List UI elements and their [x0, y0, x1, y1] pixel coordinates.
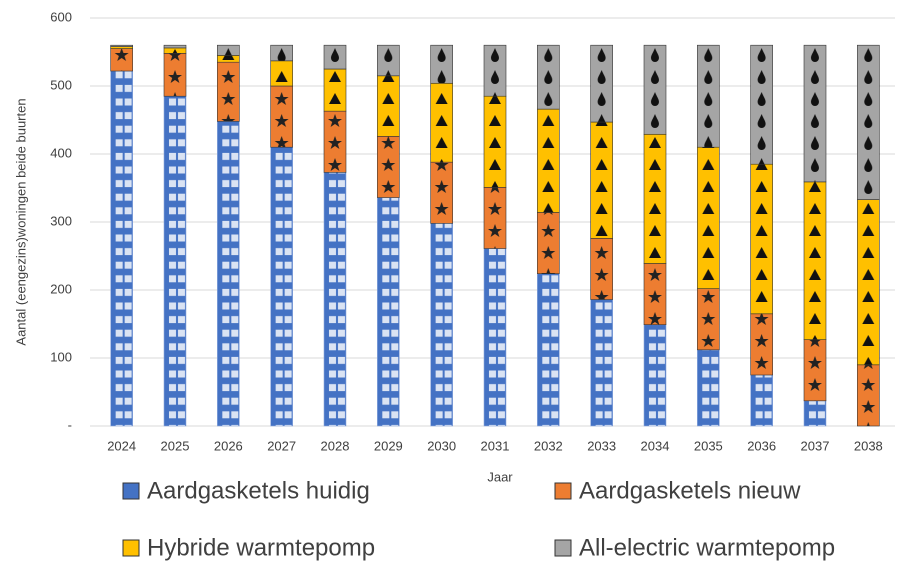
bar-segment: [643, 44, 667, 135]
bar-segment: [323, 44, 347, 70]
bar-segment: [163, 44, 187, 49]
bar-segment: [217, 55, 240, 63]
legend-swatch: [122, 539, 140, 557]
legend-swatch: [554, 482, 572, 500]
x-tick-label: 2034: [641, 438, 670, 453]
x-tick-label: 2035: [694, 438, 723, 453]
bar-segment: [697, 146, 720, 289]
x-tick-label: 2031: [481, 438, 510, 453]
bar-segment: [857, 199, 880, 366]
y-tick-label: 500: [50, 77, 72, 92]
bar-segment: [697, 288, 720, 351]
legend-swatch: [122, 482, 140, 500]
bar-segment: [270, 85, 293, 148]
legend-text: Aardgasketels nieuw: [579, 477, 801, 504]
bar-segment: [323, 172, 347, 427]
x-axis-label: Jaar: [487, 469, 513, 484]
bar-segment: [217, 44, 240, 56]
y-tick-label: 100: [50, 349, 72, 364]
bar-segment: [270, 146, 293, 427]
x-tick-label: 2037: [801, 438, 830, 453]
bar-segment: [483, 44, 507, 97]
bar-segment: [377, 44, 400, 77]
y-tick-label: -: [68, 417, 72, 432]
x-tick-label: 2038: [854, 438, 883, 453]
bar-segment: [803, 400, 827, 427]
bar-segment: [750, 44, 773, 165]
y-tick-label: 400: [50, 145, 72, 160]
bar-segment: [803, 181, 827, 340]
bar-segment: [270, 60, 293, 87]
bar-segment: [750, 313, 773, 376]
bar-segment: [430, 223, 453, 427]
x-tick-label: 2026: [214, 438, 243, 453]
y-tick-label: 300: [50, 213, 72, 228]
bar-segment: [857, 44, 880, 200]
bar-segment: [537, 212, 560, 274]
x-tick-label: 2032: [534, 438, 563, 453]
bar-segment: [803, 339, 827, 402]
bar-segment: [377, 75, 400, 137]
bar-segment: [590, 121, 613, 239]
bar-segment: [430, 82, 453, 163]
bar-segment: [697, 44, 720, 148]
x-tick-label: 2027: [267, 438, 296, 453]
legend-text: Hybride warmtepomp: [147, 534, 375, 561]
bar-segment: [430, 44, 453, 84]
bar-segment: [163, 95, 187, 427]
bar-segment: [483, 95, 507, 188]
legend-text: All-electric warmtepomp: [579, 534, 835, 561]
bar-segment: [377, 197, 400, 427]
x-tick-label: 2024: [107, 438, 136, 453]
bar-segment: [270, 44, 293, 62]
bar-segment: [163, 47, 187, 54]
x-tick-label: 2028: [321, 438, 350, 453]
bar-segment: [590, 238, 613, 300]
y-axis-label: Aantal (eengezins)woningen beide buurten: [13, 98, 28, 345]
y-tick-label: 200: [50, 281, 72, 296]
bar-segment: [857, 364, 880, 427]
bar-segment: [377, 136, 400, 198]
x-tick-label: 2030: [427, 438, 456, 453]
legend-swatch: [554, 539, 572, 557]
bar-segment: [110, 44, 133, 47]
bar-segment: [643, 133, 667, 264]
x-tick-label: 2029: [374, 438, 403, 453]
bar-segment: [163, 53, 187, 97]
x-tick-label: 2025: [161, 438, 190, 453]
legend-text: Aardgasketels huidig: [147, 477, 370, 504]
bar-segment: [110, 46, 133, 49]
bar-segment: [697, 349, 720, 427]
bar-segment: [590, 44, 613, 123]
bar-segment: [750, 374, 773, 427]
bar-segment: [803, 44, 827, 183]
bar-segment: [590, 299, 613, 427]
bar-segment: [537, 108, 560, 213]
bar-segment: [537, 44, 560, 110]
bar-segment: [217, 61, 240, 122]
bar-segment: [537, 273, 560, 427]
bar-segment: [643, 263, 667, 325]
y-tick-label: 600: [50, 9, 72, 24]
bar-segment: [323, 68, 347, 112]
bar-segment: [750, 163, 773, 315]
bar-segment: [643, 324, 667, 427]
bar-segment: [110, 70, 133, 427]
bar-segment: [430, 161, 453, 224]
bar-segment: [483, 248, 507, 427]
bar-segment: [217, 121, 240, 427]
bar-segment: [483, 187, 507, 249]
x-tick-label: 2033: [587, 438, 616, 453]
bar-segment: [323, 110, 347, 173]
bar-segment: [110, 48, 133, 72]
x-tick-label: 2036: [747, 438, 776, 453]
